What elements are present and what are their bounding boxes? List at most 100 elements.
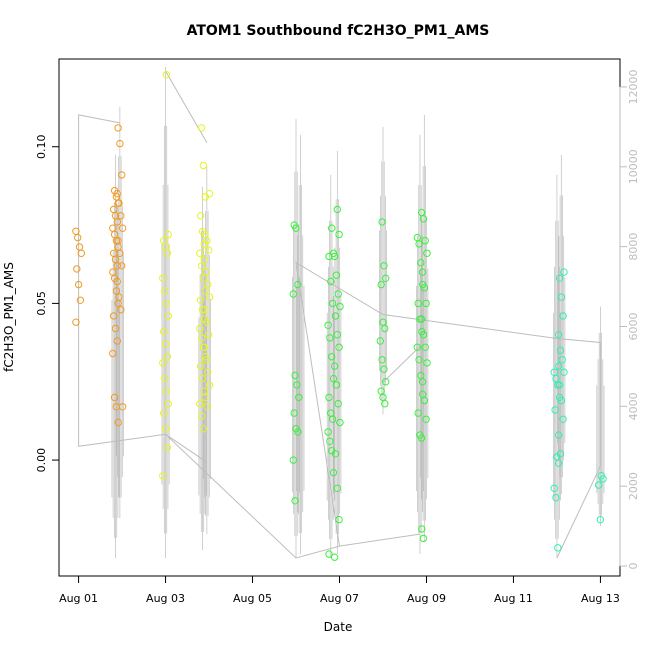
data-point [160, 237, 168, 245]
data-point [334, 400, 342, 408]
data-point [115, 199, 123, 207]
data-point [200, 255, 208, 264]
data-point [417, 315, 426, 323]
data-point [293, 381, 301, 389]
data-point [555, 381, 564, 389]
data-point [420, 396, 428, 405]
data-point [199, 274, 208, 282]
data-point [196, 400, 204, 408]
data-point [163, 353, 172, 361]
x-tick-label: Aug 03 [146, 592, 185, 605]
data-point [111, 324, 120, 333]
data-point [199, 161, 208, 170]
data-point [331, 312, 340, 320]
data-point [109, 349, 117, 358]
data-point [551, 406, 559, 414]
data-point [329, 374, 338, 383]
data-point [325, 393, 333, 402]
data-point [201, 306, 209, 314]
data-point [556, 450, 565, 458]
data-point [552, 494, 560, 502]
data-point [294, 428, 302, 436]
data-point [201, 287, 209, 295]
data-point [205, 381, 214, 389]
data-point [377, 387, 385, 395]
y-tick-label: 0.10 [35, 134, 48, 159]
data-point [117, 306, 125, 314]
data-point [110, 393, 119, 402]
data-point [555, 459, 563, 467]
data-point [114, 243, 122, 251]
data-point [160, 409, 168, 417]
data-point [159, 359, 167, 367]
data-point [327, 277, 335, 286]
data-point [330, 553, 339, 561]
data-point [335, 343, 343, 351]
data-point [378, 218, 386, 226]
data-point [197, 262, 206, 270]
data-point [331, 450, 340, 458]
data-point [376, 337, 384, 345]
data-point [203, 403, 211, 411]
data-point [118, 171, 126, 179]
data-point [420, 284, 428, 292]
data-point [198, 306, 207, 314]
data-point [418, 378, 427, 386]
data-point [162, 299, 171, 308]
data-point [201, 393, 209, 402]
data-point [116, 249, 124, 258]
data-point [417, 259, 425, 267]
data-point [116, 139, 124, 148]
data-point [559, 415, 567, 423]
data-point [417, 434, 426, 442]
data-point [110, 249, 118, 258]
data-point [418, 525, 426, 533]
data-point [164, 400, 172, 408]
data-point [421, 237, 429, 245]
data-point [74, 280, 83, 289]
data-point [294, 280, 302, 289]
data-point [333, 205, 341, 214]
data-point [381, 324, 389, 333]
y2-tick-label: 8000 [627, 233, 640, 261]
data-point [197, 124, 206, 132]
data-point [205, 293, 214, 301]
data-point [419, 215, 428, 223]
data-point [325, 550, 333, 558]
x-tick-label: Aug 05 [233, 592, 272, 605]
x-tick-label: Aug 13 [581, 592, 620, 605]
x-axis-label: Date [324, 620, 353, 634]
data-point [113, 262, 122, 270]
data-point [556, 346, 565, 355]
data-point [335, 515, 343, 524]
data-point [554, 331, 563, 339]
data-point [196, 249, 204, 258]
chart-title: ATOM1 Southbound fC2H3O_PM1_AMS [187, 23, 490, 39]
data-point [205, 190, 214, 198]
x-tick-label: Aug 07 [320, 592, 359, 605]
data-point [197, 212, 205, 220]
data-point [419, 534, 428, 543]
data-point [560, 368, 568, 376]
data-point [163, 249, 172, 258]
data-point [205, 331, 213, 339]
data-point [72, 318, 80, 326]
data-point [110, 312, 118, 320]
data-point [326, 437, 334, 445]
data-point [162, 387, 171, 395]
data-point [163, 443, 172, 452]
y2-tick-label: 4000 [627, 392, 640, 420]
data-point [330, 362, 339, 370]
data-point [332, 381, 341, 389]
data-point [196, 324, 204, 333]
data-point [382, 378, 390, 386]
data-point [324, 321, 332, 329]
y-axis-right: 0 2000 4000 6000 8000 10000 12000 [619, 69, 640, 570]
data-point [113, 218, 122, 226]
data-point [422, 415, 430, 423]
data-point [74, 233, 82, 242]
data-point [200, 343, 208, 351]
data-point [328, 353, 336, 361]
data-point [336, 302, 344, 311]
